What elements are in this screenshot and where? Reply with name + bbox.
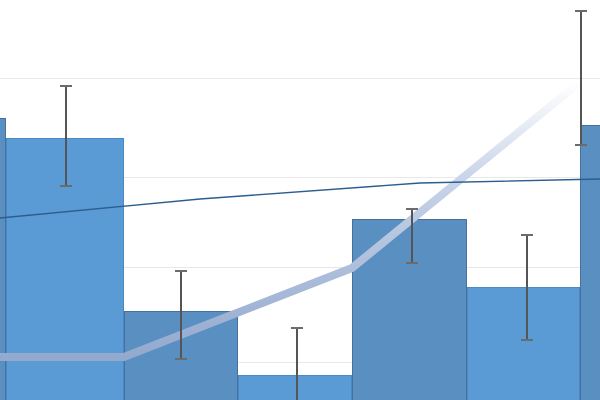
error-bar-cap-top: [521, 234, 533, 236]
error-bar: [575, 10, 587, 146]
bar[interactable]: [238, 375, 352, 400]
gridline: [0, 78, 600, 79]
error-bar-cap-top: [291, 327, 303, 329]
error-bar: [291, 327, 303, 400]
bar[interactable]: [352, 219, 467, 400]
error-bar-cap-top: [575, 10, 587, 12]
error-bar-cap-bottom: [175, 358, 187, 360]
error-bar: [521, 234, 533, 341]
error-bar-cap-top: [406, 208, 418, 210]
error-bar-cap-bottom: [521, 339, 533, 341]
bar[interactable]: [580, 125, 600, 400]
error-bar-cap-top: [60, 85, 72, 87]
error-bar: [406, 208, 418, 264]
error-bar: [175, 270, 187, 360]
error-bar-cap-bottom: [406, 262, 418, 264]
error-bar: [60, 85, 72, 187]
error-bar-cap-bottom: [575, 144, 587, 146]
bar[interactable]: [467, 287, 580, 400]
error-bar-cap-top: [175, 270, 187, 272]
gridline: [0, 362, 600, 363]
error-bar-cap-bottom: [60, 185, 72, 187]
